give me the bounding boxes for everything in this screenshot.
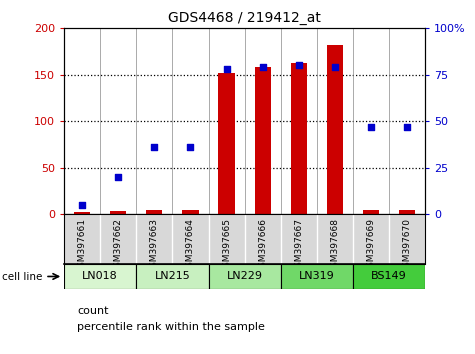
Text: LN319: LN319: [299, 272, 335, 281]
Text: GSM397669: GSM397669: [367, 218, 375, 273]
Text: GSM397664: GSM397664: [186, 218, 195, 273]
Point: [367, 124, 375, 130]
Title: GDS4468 / 219412_at: GDS4468 / 219412_at: [168, 11, 321, 24]
Bar: [281, 264, 353, 289]
Bar: [255, 67, 271, 214]
Text: GSM397668: GSM397668: [331, 218, 339, 273]
Text: GSM397661: GSM397661: [78, 218, 86, 273]
Text: percentile rank within the sample: percentile rank within the sample: [77, 322, 266, 332]
Text: GSM397670: GSM397670: [403, 218, 411, 273]
Point: [403, 124, 411, 130]
Point: [295, 63, 303, 68]
Bar: [218, 73, 235, 214]
Bar: [74, 212, 90, 214]
Text: GSM397667: GSM397667: [294, 218, 303, 273]
Text: LN229: LN229: [227, 272, 263, 281]
Bar: [146, 210, 162, 214]
Text: cell line: cell line: [2, 272, 43, 282]
Text: GSM397665: GSM397665: [222, 218, 231, 273]
Bar: [327, 45, 343, 214]
Bar: [363, 210, 379, 214]
Point: [114, 174, 122, 180]
Bar: [110, 211, 126, 214]
Text: count: count: [77, 306, 109, 316]
Bar: [182, 210, 199, 214]
Bar: [291, 63, 307, 214]
Point: [151, 144, 158, 150]
Text: LN215: LN215: [154, 272, 190, 281]
Text: GSM397666: GSM397666: [258, 218, 267, 273]
Bar: [399, 210, 415, 214]
Text: GSM397662: GSM397662: [114, 218, 123, 273]
Point: [259, 64, 266, 70]
Point: [223, 67, 230, 72]
Bar: [64, 264, 136, 289]
Text: LN018: LN018: [82, 272, 118, 281]
Text: GSM397663: GSM397663: [150, 218, 159, 273]
Bar: [136, 264, 209, 289]
Point: [331, 64, 339, 70]
Text: BS149: BS149: [371, 272, 407, 281]
Bar: [209, 264, 281, 289]
Bar: [353, 264, 425, 289]
Point: [78, 202, 86, 208]
Point: [187, 144, 194, 150]
